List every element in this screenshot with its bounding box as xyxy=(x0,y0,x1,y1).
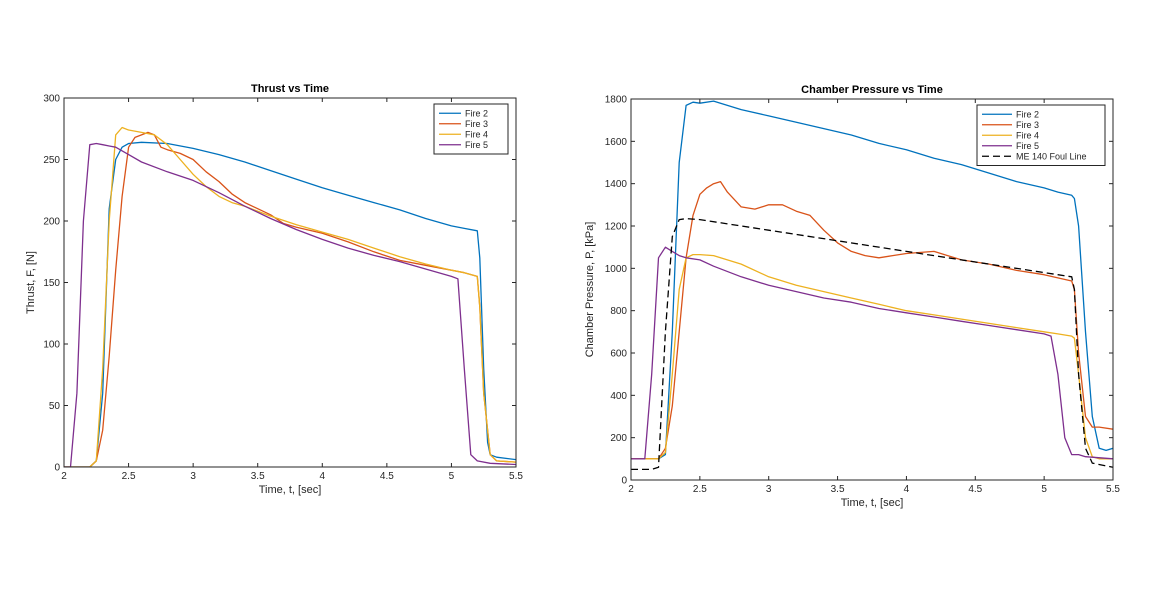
chart-2: 2 2.5 3 3.5 4 4.5 5 5.5 0 200 400 600 800 1000 1200 140… xyxy=(584,84,1120,509)
axes-frame xyxy=(630,98,1114,481)
x-tick-label: 5 xyxy=(1041,484,1047,495)
y-tick-label: 50 xyxy=(49,401,61,412)
x-tick-label: 2 xyxy=(628,484,634,495)
y-tick-label: 200 xyxy=(43,217,60,228)
y-tick-label: 150 xyxy=(43,278,60,289)
legend-box xyxy=(433,103,509,155)
plot-area xyxy=(64,98,516,467)
x-tick-label: 2 xyxy=(61,471,67,482)
legend-label: ME 140 Foul Line xyxy=(1016,151,1087,161)
chart-1: 2 2.5 3 3.5 4 4.5 5 5.5 0 50 100 150 200 250 300 Thrust… xyxy=(25,83,523,496)
legend-label: Fire 2 xyxy=(1016,109,1039,119)
x-tick-label: 2.5 xyxy=(693,484,707,495)
x-tick-label: 5.5 xyxy=(1106,484,1120,495)
x-tick-label: 3 xyxy=(190,471,196,482)
series-line-fire-2 xyxy=(631,100,1113,460)
y-tick-label: 100 xyxy=(43,340,60,351)
chart-title: Chamber Pressure vs Time xyxy=(801,84,943,96)
series-line-fire-4 xyxy=(631,253,1113,460)
y-tick-label: 0 xyxy=(54,463,60,474)
x-axis-label: Time, t, [sec] xyxy=(841,497,904,509)
x-tick-label: 5.5 xyxy=(509,471,523,482)
legend-label: Fire 4 xyxy=(465,129,488,139)
x-tick-label: 3.5 xyxy=(251,471,265,482)
y-tick-label: 1600 xyxy=(605,137,628,148)
chart-title: Thrust vs Time xyxy=(251,83,329,95)
x-tick-label: 4.5 xyxy=(968,484,982,495)
x-tick-label: 3.5 xyxy=(831,484,845,495)
y-tick-label: 600 xyxy=(610,349,627,360)
x-tick-label: 5 xyxy=(449,471,455,482)
x-tick-label: 4 xyxy=(320,471,326,482)
x-tick-label: 4.5 xyxy=(380,471,394,482)
y-tick-label: 1000 xyxy=(605,264,628,275)
y-tick-label: 200 xyxy=(610,433,627,444)
legend-label: Fire 3 xyxy=(465,119,488,129)
series-line-fire-5 xyxy=(631,246,1113,460)
legend-label: Fire 5 xyxy=(465,140,488,150)
y-tick-label: 1200 xyxy=(605,222,628,233)
y-tick-label: 400 xyxy=(610,391,627,402)
y-tick-label: 250 xyxy=(43,155,60,166)
y-axis-label: Chamber Pressure, P, [kPa] xyxy=(584,222,596,358)
legend-label: Fire 3 xyxy=(1016,120,1039,130)
y-tick-label: 1400 xyxy=(605,179,628,190)
y-axis-label: Thrust, F, [N] xyxy=(25,251,37,314)
legend-label: Fire 5 xyxy=(1016,141,1039,151)
x-axis-label: Time, t, [sec] xyxy=(259,484,322,496)
series-line-fire-2 xyxy=(64,141,516,467)
y-tick-label: 0 xyxy=(621,476,627,487)
y-tick-label: 1800 xyxy=(605,95,628,106)
x-tick-label: 3 xyxy=(766,484,772,495)
legend-label: Fire 2 xyxy=(465,108,488,118)
x-tick-label: 4 xyxy=(904,484,910,495)
legend-label: Fire 4 xyxy=(1016,130,1039,140)
y-tick-label: 800 xyxy=(610,306,627,317)
series-line-fire-5 xyxy=(64,142,516,467)
y-tick-label: 300 xyxy=(43,94,60,105)
series-line-me-140-foul-line xyxy=(631,217,1113,471)
series-line-fire-3 xyxy=(631,180,1113,460)
x-tick-label: 2.5 xyxy=(122,471,136,482)
